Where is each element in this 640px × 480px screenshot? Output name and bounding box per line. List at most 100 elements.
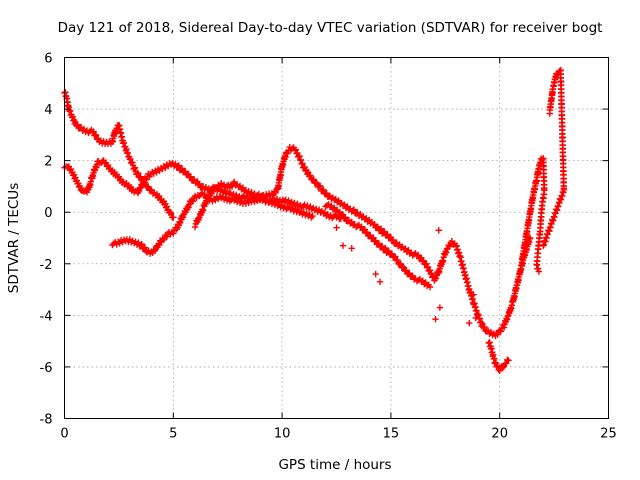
y-axis-label: SDTVAR / TECUs (6, 183, 22, 293)
data-point (170, 230, 177, 237)
data-point (170, 214, 177, 221)
data-point (90, 128, 97, 135)
data-point (402, 267, 410, 274)
data-point (187, 173, 194, 180)
data-point (141, 244, 149, 251)
data-point (292, 146, 300, 153)
data-point (372, 237, 379, 244)
data-point (382, 244, 389, 252)
x-tick-label: 20 (491, 427, 508, 442)
data-point (499, 364, 507, 371)
data-point (435, 227, 442, 234)
data-point (472, 314, 479, 322)
data-point (426, 283, 434, 291)
data-point (72, 174, 79, 181)
data-point (497, 328, 504, 335)
data-point (342, 214, 349, 221)
x-tick-label: 5 (169, 427, 177, 442)
data-point (166, 209, 174, 216)
y-tick-label: 0 (44, 206, 52, 221)
data-point (284, 150, 291, 157)
data-point (339, 242, 347, 249)
data-point (212, 196, 219, 204)
data-point (185, 204, 192, 211)
data-point (496, 367, 503, 374)
data-point (535, 268, 543, 275)
data-point (299, 160, 306, 167)
data-point (376, 226, 384, 233)
data-point (350, 206, 358, 213)
data-point (305, 169, 312, 176)
y-tick-label: 2 (44, 155, 52, 170)
data-point (389, 236, 397, 244)
data-point (320, 186, 327, 193)
data-point (112, 128, 119, 135)
data-point (381, 228, 388, 235)
data-point (423, 260, 430, 267)
data-point (348, 245, 355, 252)
data-point (92, 132, 100, 139)
x-tick-label: 0 (60, 427, 68, 442)
data-point (494, 331, 501, 338)
data-point (385, 247, 392, 255)
data-point (167, 210, 175, 217)
x-axis-label: GPS time / hours (278, 457, 391, 473)
data-point (526, 234, 534, 242)
data-point (156, 241, 163, 249)
data-point (420, 257, 427, 264)
data-point (228, 183, 236, 190)
y-tick-label: -4 (40, 309, 53, 324)
data-point (163, 233, 170, 240)
data-point (394, 256, 401, 264)
y-tick-label: -8 (40, 413, 53, 428)
data-point (436, 304, 444, 311)
data-point (297, 156, 305, 163)
data-point (540, 242, 547, 249)
data-point (392, 253, 399, 260)
data-point (134, 169, 142, 177)
data-point (310, 176, 317, 183)
data-point (138, 182, 146, 189)
data-point (316, 182, 324, 189)
plot-frame (64, 57, 609, 419)
y-tick-label: 6 (44, 52, 52, 67)
data-point (76, 182, 83, 189)
data-point (307, 172, 314, 179)
data-point (272, 189, 279, 197)
data-point (479, 320, 486, 327)
data-point (142, 176, 150, 183)
data-point (189, 198, 197, 205)
data-point (309, 212, 316, 220)
data-point (313, 180, 321, 187)
data-point (138, 240, 145, 248)
data-point (199, 207, 207, 214)
data-point (191, 223, 199, 231)
data-point (174, 163, 181, 170)
data-point (104, 161, 112, 169)
chart-title: Day 121 of 2018, Sidereal Day-to-day VTE… (58, 20, 603, 36)
axis-ticks: 0 5 10 15 20 25 -8 -6 -4 -2 0 2 4 6 (40, 52, 617, 442)
data-point (333, 224, 340, 231)
data-point (505, 357, 512, 364)
data-point (424, 263, 432, 271)
data-point (432, 275, 440, 282)
x-tick-label: 25 (600, 427, 617, 442)
x-tick-label: 15 (383, 427, 400, 442)
data-point (163, 203, 170, 210)
data-point (175, 162, 182, 169)
data-point (533, 261, 540, 268)
data-point (74, 121, 81, 128)
data-point (145, 183, 152, 190)
data-point (155, 192, 163, 200)
data-points (61, 66, 568, 374)
data-point (372, 270, 379, 278)
x-tick-label: 10 (274, 427, 291, 442)
data-point (466, 319, 473, 327)
data-point (397, 260, 404, 267)
data-point (137, 241, 144, 249)
data-point (301, 163, 308, 171)
data-point (446, 243, 453, 250)
data-point (534, 265, 542, 272)
